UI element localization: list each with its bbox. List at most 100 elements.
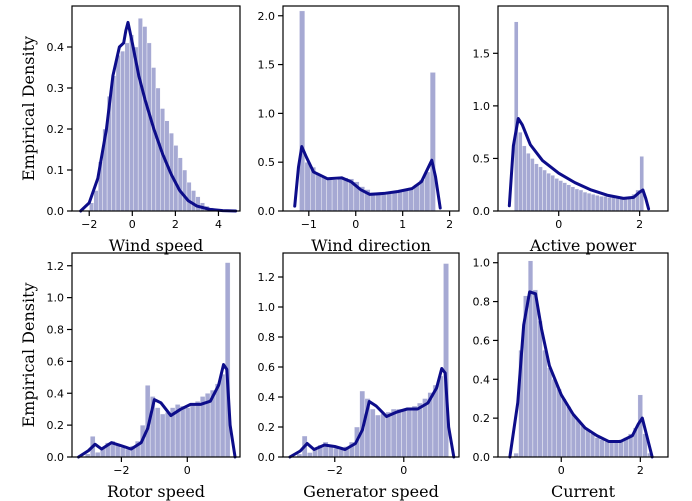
histogram-bar	[406, 408, 413, 458]
histogram-bar	[214, 383, 221, 458]
y-tick-label: 1.5	[258, 59, 276, 72]
y-tick-label: 1.0	[258, 301, 276, 314]
histogram-bar	[307, 452, 313, 458]
histogram-bar	[417, 402, 423, 458]
histogram-bar	[326, 178, 333, 212]
y-tick-label: 0.3	[47, 82, 65, 95]
histogram-bar	[184, 407, 191, 458]
histogram-bar	[219, 373, 226, 458]
x-tick-label: 0	[555, 218, 562, 231]
kde-line	[79, 20, 238, 213]
histogram-bar	[179, 405, 186, 458]
y-tick-label: 0.0	[473, 205, 491, 218]
y-tick-label: 0.0	[258, 205, 276, 218]
histogram-bar	[304, 161, 311, 212]
histogram-bar	[177, 157, 183, 212]
y-tick-label: 1.0	[47, 292, 65, 305]
histogram-bar	[562, 182, 568, 212]
histogram-bar	[639, 156, 644, 212]
histogram-bar	[609, 441, 615, 458]
histogram-bar	[331, 179, 338, 212]
subplot-1: −2 0 2 4 0.0 0.1 0.2 0.3 0.4 Wind speed Empirical …	[19, 5, 241, 255]
histogram-bar	[408, 187, 414, 212]
histogram-bar	[613, 441, 619, 458]
histogram-bar	[590, 193, 596, 212]
histogram-bar	[437, 375, 444, 458]
y-axis-label: Empirical Density	[19, 282, 38, 427]
histogram-bar	[154, 407, 161, 458]
y-tick-label: 0.2	[47, 123, 65, 136]
y-tick-label: 0.4	[47, 387, 65, 400]
histogram-bar	[413, 184, 420, 212]
histogram-bar	[594, 195, 600, 212]
histogram-bar	[129, 34, 134, 212]
histogram-bar	[93, 190, 99, 212]
histogram-bar	[424, 171, 431, 212]
x-axis-label: Wind speed	[109, 236, 204, 255]
y-tick-label: 0.5	[473, 152, 491, 165]
axes-frame	[71, 5, 241, 212]
histogram-bar	[111, 75, 117, 212]
subplot-2: −1 0 1 2 0.0 0.5 1.0 1.5 2.0 Wind direction	[258, 5, 460, 255]
histogram-bar	[115, 55, 121, 212]
histogram-bar	[522, 145, 527, 212]
y-tick-label: 0.1	[47, 164, 65, 177]
x-tick-label: 0	[184, 464, 191, 477]
y-tick-label: 0.0	[258, 451, 276, 464]
histogram-bar	[189, 404, 196, 458]
kde-line	[293, 145, 442, 210]
axes-frame	[282, 5, 460, 212]
histogram-bar	[561, 398, 567, 458]
kde-line	[288, 367, 456, 459]
x-tick-label: −2	[327, 464, 343, 477]
x-tick-label: 0	[400, 464, 407, 477]
histogram-bar	[333, 447, 339, 458]
histogram-bar	[375, 194, 382, 212]
histogram-bar	[137, 18, 143, 212]
histogram-bar	[124, 42, 130, 212]
histogram-bar	[142, 26, 148, 212]
histogram-bar	[619, 198, 624, 212]
y-tick-label: 0.5	[258, 156, 276, 169]
histogram-bar	[578, 189, 584, 212]
y-tick-label: 1.2	[47, 260, 65, 273]
x-tick-label: 2	[172, 218, 179, 231]
histogram-bar	[556, 388, 562, 458]
histogram-bar	[124, 448, 131, 458]
histogram-bar	[518, 131, 523, 212]
histogram-bar	[538, 166, 543, 212]
y-tick-label: 0.8	[47, 324, 65, 337]
x-tick-label: −2	[113, 464, 129, 477]
histogram-bar	[194, 401, 201, 458]
histogram-bar	[391, 191, 398, 212]
histogram-bar	[195, 196, 201, 212]
histogram-bar	[542, 349, 548, 458]
y-tick-label: 1.0	[473, 100, 491, 113]
y-tick-label: 0.4	[47, 41, 65, 54]
histogram-bar	[551, 379, 557, 458]
histogram-bar	[151, 67, 157, 212]
histogram-bar	[566, 406, 572, 458]
histogram-bar	[386, 193, 393, 212]
histogram-bar	[396, 408, 402, 458]
histogram-bar	[369, 408, 376, 458]
histogram-bar	[603, 196, 608, 212]
x-tick-label: 0	[352, 218, 359, 231]
histogram-bar	[607, 197, 612, 212]
kde-line	[507, 116, 651, 211]
histogram-bar	[542, 169, 547, 212]
histogram-bar	[534, 163, 539, 212]
y-tick-label: 0.2	[473, 412, 491, 425]
histogram-bar	[164, 412, 171, 458]
x-axis-label: Wind direction	[311, 236, 431, 255]
histogram-bar	[94, 452, 101, 458]
histogram-bar	[513, 21, 519, 212]
histogram-bar	[380, 194, 387, 212]
y-tick-label: 0.0	[473, 451, 491, 464]
x-tick-label: −1	[301, 218, 317, 231]
y-tick-label: 0.4	[258, 391, 276, 404]
axes-frame	[282, 252, 460, 458]
y-tick-label: 0.6	[47, 355, 65, 368]
histogram-bar	[146, 42, 152, 212]
